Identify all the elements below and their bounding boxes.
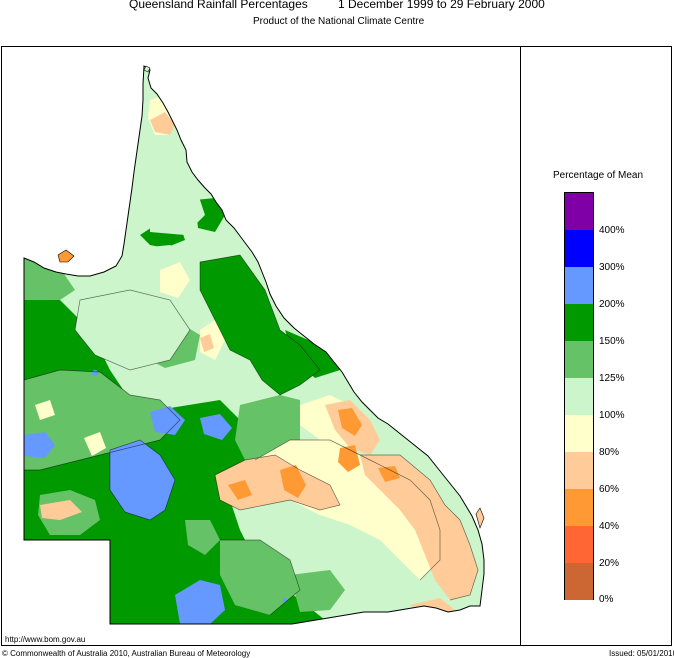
legend-label: 150% <box>599 336 625 347</box>
legend-label: 100% <box>599 410 625 421</box>
map-period: 1 December 1999 to 29 February 2000 <box>338 0 545 11</box>
footer-url-link[interactable]: http://www.bom.gov.au <box>5 635 86 644</box>
legend-label: 80% <box>599 447 620 458</box>
legend-swatch <box>565 452 593 489</box>
legend-swatch <box>565 378 593 415</box>
legend-label: 60% <box>599 484 620 495</box>
legend-swatch <box>565 304 593 341</box>
legend-label: 400% <box>599 225 625 236</box>
queensland-rainfall-map <box>23 65 485 625</box>
map-subtitle: Product of the National Climate Centre <box>253 16 425 27</box>
legend-swatch <box>565 193 593 230</box>
legend-title: Percentage of Mean <box>553 170 644 181</box>
legend-label: 0% <box>599 594 614 605</box>
map-frame <box>1 46 672 646</box>
map-title: Queensland Rainfall Percentages 1 Decemb… <box>0 0 674 13</box>
legend-swatch <box>565 563 593 600</box>
legend-swatch <box>565 415 593 452</box>
legend-swatch <box>565 267 593 304</box>
legend-label: 300% <box>599 262 625 273</box>
legend-label: 200% <box>599 299 625 310</box>
legend-label: 20% <box>599 558 620 569</box>
legend-color-bar <box>564 192 594 600</box>
legend-swatch <box>565 230 593 267</box>
legend-divider <box>520 46 521 646</box>
footer-issued-date: Issued: 05/01/2010 <box>609 649 674 658</box>
legend-label: 125% <box>599 373 625 384</box>
legend-swatch <box>565 489 593 526</box>
map-title-text: Queensland Rainfall Percentages <box>129 0 308 11</box>
legend-label: 40% <box>599 521 620 532</box>
footer-copyright: © Commonwealth of Australia 2010, Austra… <box>2 649 251 658</box>
legend-swatch <box>565 341 593 378</box>
legend-swatch <box>565 526 593 563</box>
